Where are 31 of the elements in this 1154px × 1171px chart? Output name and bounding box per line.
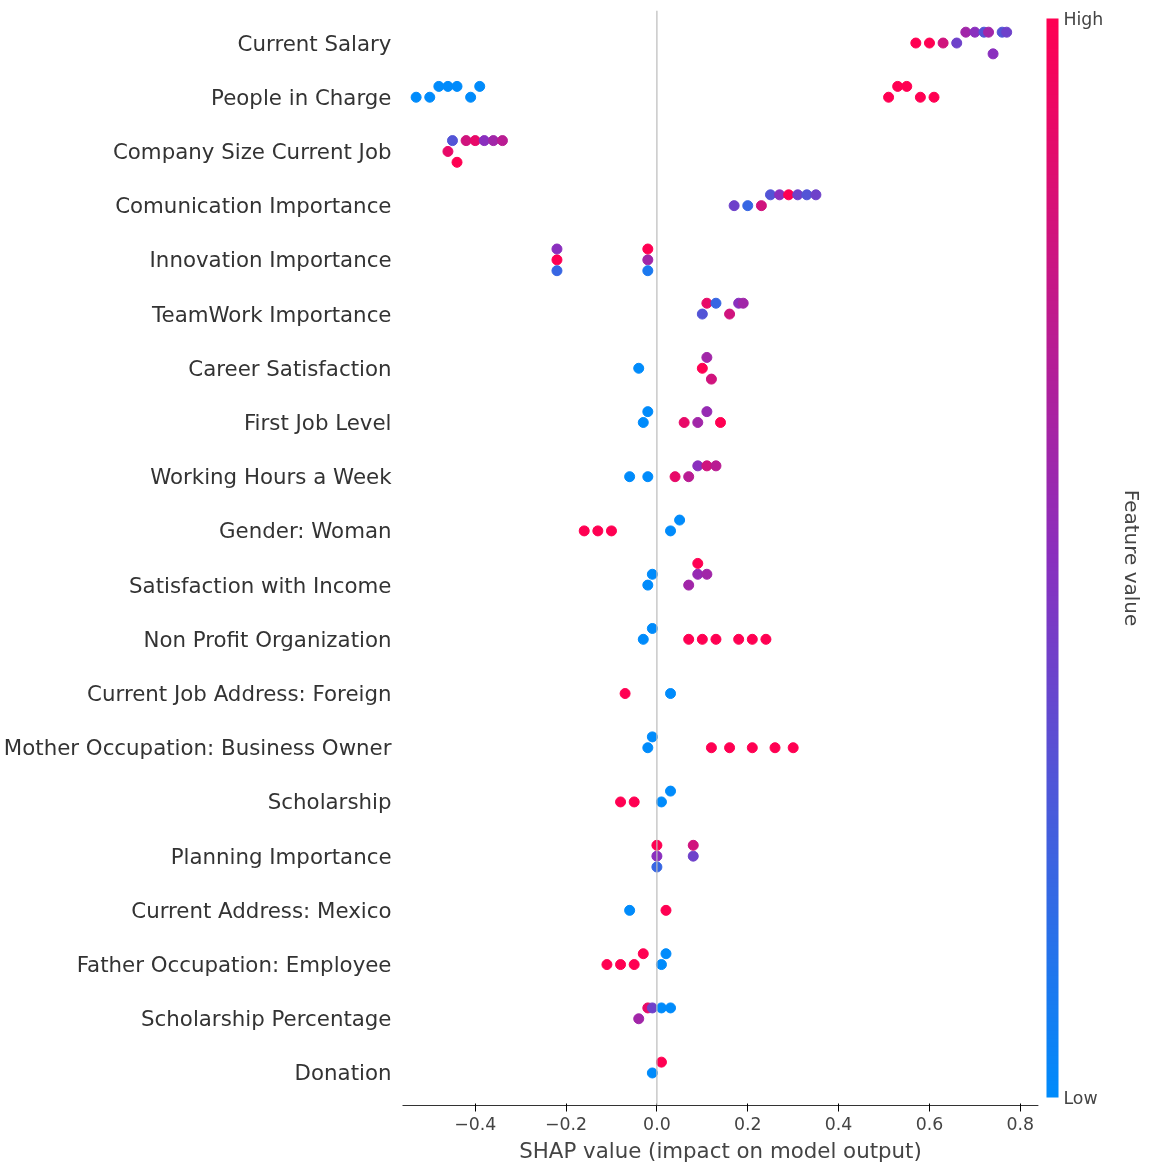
- y-tick-label: Working Hours a Week: [150, 464, 393, 490]
- x-tick-label: 0.2: [733, 1113, 762, 1134]
- y-tick-label: Current Salary: [237, 30, 392, 56]
- y-tick-label: Comunication Importance: [115, 193, 392, 219]
- y-tick-label: Scholarship Percentage: [141, 1006, 392, 1032]
- y-tick-label: Planning Importance: [170, 843, 392, 869]
- x-tick-label: −0.4: [454, 1113, 497, 1134]
- y-tick-label: Father Occupation: Employee: [76, 952, 392, 978]
- color-bar-title: Feature value: [1119, 489, 1144, 627]
- y-tick-label: Donation: [294, 1060, 392, 1086]
- y-tick-label: Non Profit Organization: [143, 626, 392, 652]
- y-tick-label: Innovation Importance: [149, 247, 392, 273]
- y-tick-label: Company Size Current Job: [112, 138, 392, 164]
- y-tick-label: Gender: Woman: [219, 518, 392, 544]
- x-tick-label: −0.2: [545, 1113, 588, 1134]
- y-tick-label: Scholarship: [267, 789, 392, 815]
- y-tick-label: Satisfaction with Income: [129, 572, 392, 598]
- y-tick-label: TeamWork Importance: [151, 301, 392, 327]
- x-tick-label: 0.0: [643, 1113, 671, 1134]
- y-tick-label: Current Address: Mexico: [131, 897, 392, 923]
- y-tick-label: Mother Occupation: Business Owner: [3, 735, 392, 761]
- x-tick-label: 0.6: [915, 1113, 944, 1134]
- color-bar-label: Low: [1063, 1087, 1098, 1108]
- color-bar-label: High: [1063, 8, 1104, 29]
- y-tick-label: People in Charge: [211, 84, 392, 110]
- x-tick-label: 0.8: [1006, 1113, 1035, 1134]
- y-tick-label: Current Job Address: Foreign: [87, 681, 392, 707]
- y-tick-label: First Job Level: [243, 409, 392, 435]
- y-tick-label: Career Satisfaction: [188, 355, 392, 381]
- x-axis-title: SHAP value (impact on model output): [519, 1137, 922, 1163]
- x-tick-label: 0.4: [824, 1113, 853, 1134]
